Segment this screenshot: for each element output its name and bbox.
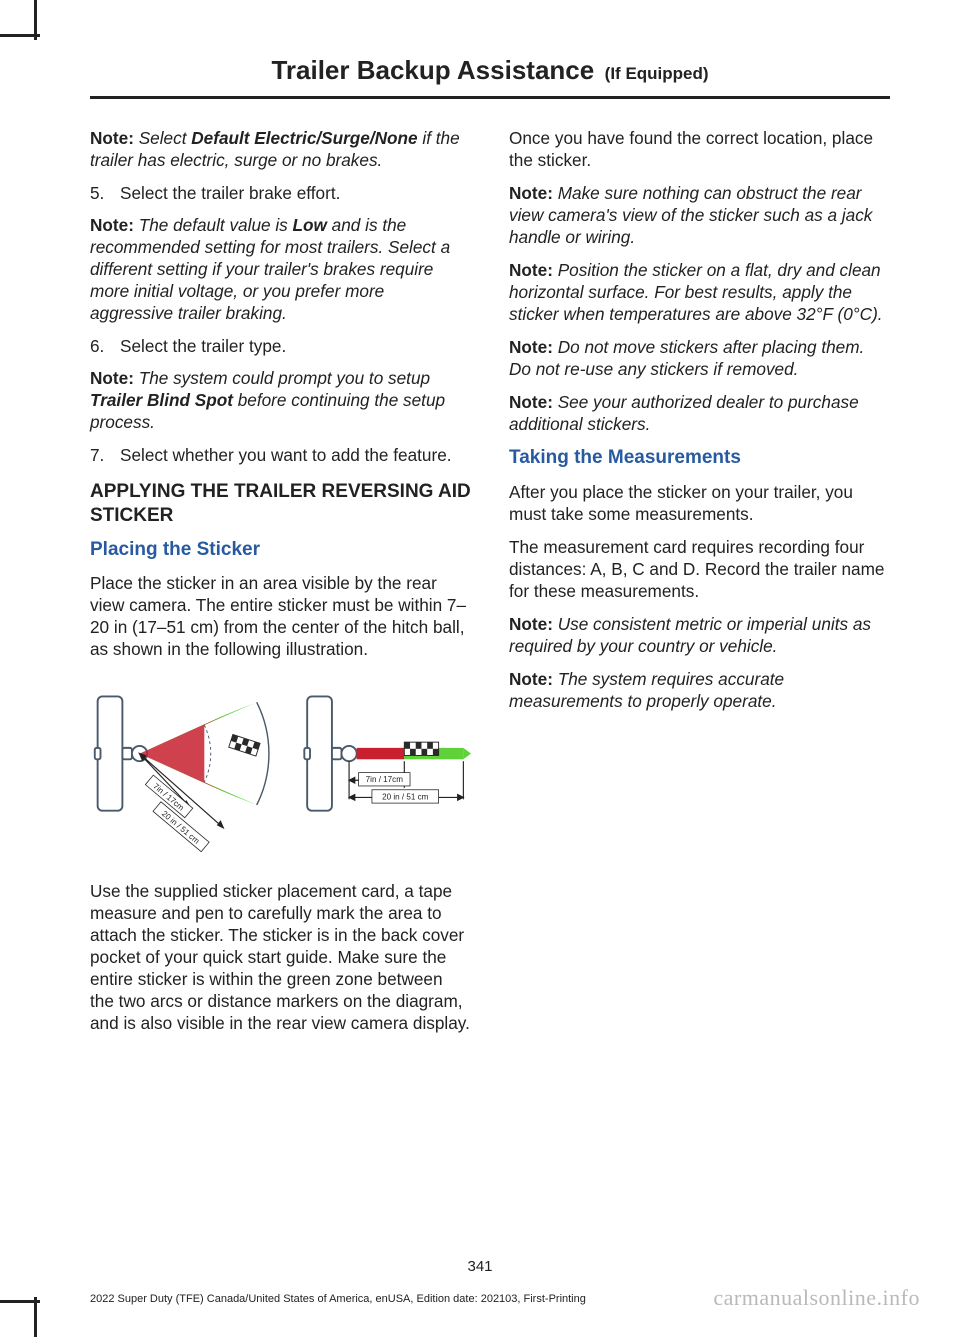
list-item: 5. Select the trailer brake effort.: [90, 182, 471, 204]
note-label: Note:: [90, 215, 134, 235]
note-label: Note:: [509, 337, 553, 357]
note-label: Note:: [509, 183, 553, 203]
text: The system could prompt you to setup: [134, 368, 430, 388]
list-num: 6.: [90, 335, 120, 357]
list-text: Select whether you want to add the featu…: [120, 444, 471, 466]
note-text: Make sure nothing can obstruct the rear …: [509, 183, 872, 247]
left-column: Note: Select Default Electric/Surge/None…: [90, 127, 471, 1045]
note: Note: Do not move stickers after placing…: [509, 336, 890, 380]
note-label: Note:: [90, 368, 134, 388]
text-bold: Low: [293, 215, 327, 235]
note: Note: Position the sticker on a flat, dr…: [509, 259, 890, 325]
page-number: 341: [0, 1258, 960, 1275]
dim-20in-side: 20 in / 51 cm: [382, 792, 429, 801]
note: Note: See your authorized dealer to purc…: [509, 391, 890, 435]
note-text: See your authorized dealer to purchase a…: [509, 392, 859, 434]
text-bold: Default Electric/Surge/None: [191, 128, 417, 148]
note: Note: The system could prompt you to set…: [90, 367, 471, 433]
text: Select: [134, 128, 191, 148]
note-text: The default value is Low and is the reco…: [90, 215, 450, 323]
header-title: Trailer Backup Assistance: [271, 55, 594, 85]
dim-7in-side: 7in / 17cm: [366, 775, 404, 784]
crop-mark: [0, 1300, 40, 1303]
note: Note: Use consistent metric or imperial …: [509, 613, 890, 657]
note: Note: Make sure nothing can obstruct the…: [509, 182, 890, 248]
list-text: Select the trailer brake effort.: [120, 182, 471, 204]
note-text: Use consistent metric or imperial units …: [509, 614, 871, 656]
watermark: carmanualsonline.info: [713, 1285, 920, 1311]
note: Note: The default value is Low and is th…: [90, 214, 471, 324]
right-column: Once you have found the correct location…: [509, 127, 890, 1045]
list-text: Select the trailer type.: [120, 335, 471, 357]
paragraph: After you place the sticker on your trai…: [509, 481, 890, 525]
note-text: Position the sticker on a flat, dry and …: [509, 260, 883, 324]
note-label: Note:: [509, 260, 553, 280]
header-sub: (If Equipped): [605, 64, 709, 83]
note-label: Note:: [509, 614, 553, 634]
footer-text: 2022 Super Duty (TFE) Canada/United Stat…: [90, 1293, 586, 1305]
note-text: Do not move stickers after placing them.…: [509, 337, 864, 379]
paragraph: Place the sticker in an area visible by …: [90, 572, 471, 660]
note-text: Select Default Electric/Surge/None if th…: [90, 128, 460, 170]
note: Note: Select Default Electric/Surge/None…: [90, 127, 471, 171]
subsection-heading: Placing the Sticker: [90, 538, 471, 562]
text: The default value is: [134, 215, 293, 235]
text-bold: Trailer Blind Spot: [90, 390, 233, 410]
list-num: 5.: [90, 182, 120, 204]
note-text: The system could prompt you to setup Tra…: [90, 368, 445, 432]
page-header: Trailer Backup Assistance (If Equipped): [90, 55, 890, 99]
note-label: Note:: [509, 669, 553, 689]
list-item: 6. Select the trailer type.: [90, 335, 471, 357]
subsection-heading: Taking the Measurements: [509, 446, 890, 470]
crop-mark: [34, 1297, 37, 1337]
note: Note: The system requires accurate measu…: [509, 668, 890, 712]
sticker-placement-diagram: 7in / 17cm 20 in / 51 cm: [90, 685, 471, 856]
paragraph: The measurement card requires recording …: [509, 536, 890, 602]
list-num: 7.: [90, 444, 120, 466]
paragraph: Use the supplied sticker placement card,…: [90, 880, 471, 1034]
crop-mark: [0, 34, 40, 37]
note-label: Note:: [509, 392, 553, 412]
list-item: 7. Select whether you want to add the fe…: [90, 444, 471, 466]
note-label: Note:: [90, 128, 134, 148]
section-heading: APPLYING THE TRAILER REVERSING AID STICK…: [90, 480, 471, 528]
paragraph: Once you have found the correct location…: [509, 127, 890, 171]
